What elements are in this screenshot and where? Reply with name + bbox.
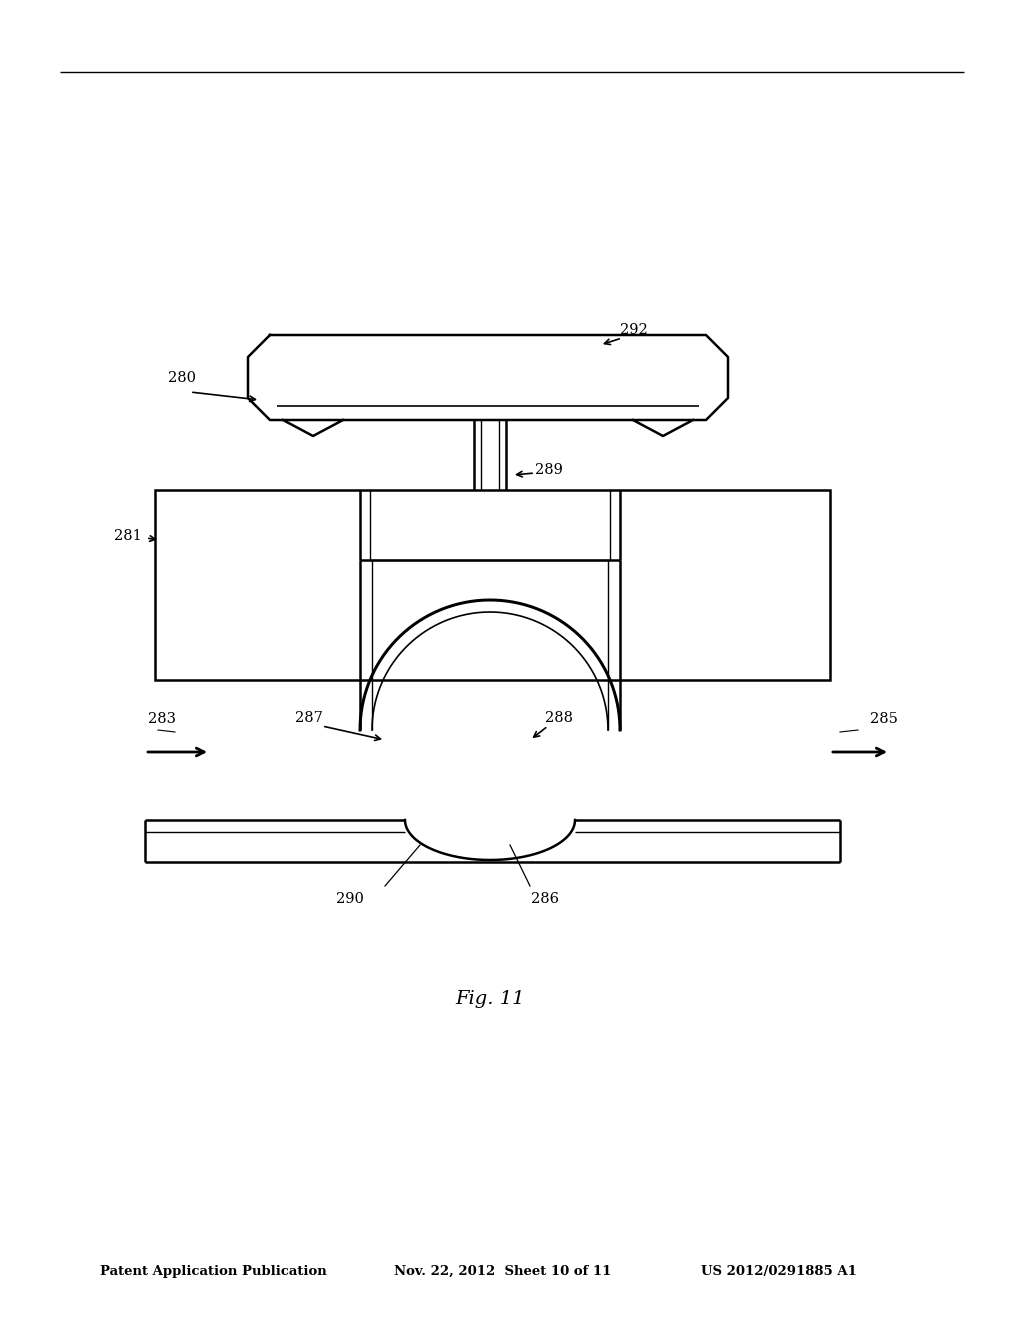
- Text: 288: 288: [545, 711, 573, 725]
- Text: 289: 289: [535, 463, 563, 477]
- Text: 292: 292: [620, 323, 648, 337]
- Text: 286: 286: [531, 892, 559, 906]
- Text: Patent Application Publication: Patent Application Publication: [100, 1265, 327, 1278]
- Bar: [155, 490, 830, 680]
- Text: Fig. 11: Fig. 11: [456, 990, 524, 1008]
- Text: 283: 283: [148, 711, 176, 726]
- Text: 287: 287: [295, 711, 323, 725]
- Polygon shape: [248, 335, 728, 420]
- Text: 285: 285: [870, 711, 898, 726]
- Text: 280: 280: [168, 371, 196, 385]
- Text: 290: 290: [336, 892, 364, 906]
- Text: Nov. 22, 2012  Sheet 10 of 11: Nov. 22, 2012 Sheet 10 of 11: [394, 1265, 611, 1278]
- Text: 281: 281: [115, 529, 142, 543]
- Text: US 2012/0291885 A1: US 2012/0291885 A1: [701, 1265, 857, 1278]
